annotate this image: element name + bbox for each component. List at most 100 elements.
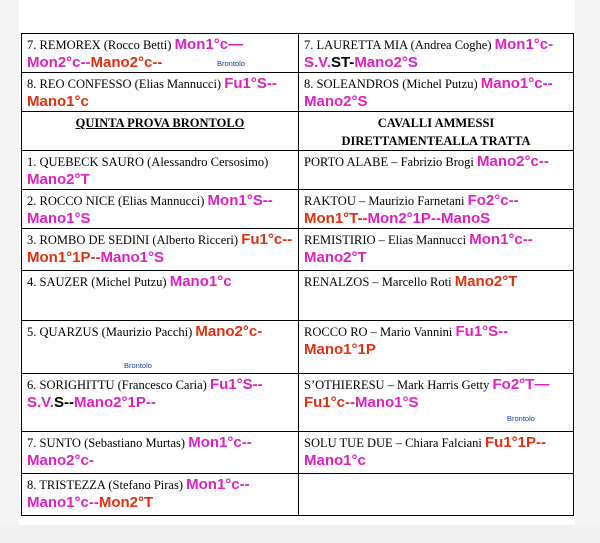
horse-jockey-name: RAKTOU – Maurizio Farnetani bbox=[304, 194, 468, 208]
horse-jockey-name: 7. LAURETTA MIA (Andrea Coghe) bbox=[304, 38, 495, 52]
result-cell: 8. REO CONFESSO (Elias Mannucci) Fu1°S--… bbox=[21, 72, 299, 112]
race-result: Mano2°S bbox=[304, 93, 368, 110]
race-result: Mano1°1P bbox=[304, 341, 376, 358]
horse-jockey-name: 8. TRISTEZZA (Stefano Piras) bbox=[27, 478, 187, 492]
race-result: Mano1°S bbox=[355, 394, 419, 411]
brontolo-stamp: Brontolo bbox=[507, 414, 535, 423]
table-row: 5. QUARZUS (Maurizio Pacchi) Mano2°c- Br… bbox=[21, 320, 574, 374]
result-cell: 7. SUNTO (Sebastiano Murtas) Mon1°c-- Man… bbox=[21, 431, 299, 474]
race-result: Mano2°S bbox=[354, 54, 418, 71]
section-title-line1: CAVALLI AMMESSI bbox=[377, 116, 495, 130]
table-row: 8. REO CONFESSO (Elias Mannucci) Fu1°S--… bbox=[21, 72, 574, 112]
result-cell: 7. LAURETTA MIA (Andrea Coghe) Mon1°c- S.… bbox=[298, 33, 574, 73]
race-result: S-- bbox=[53, 394, 74, 411]
race-result: Fu1°1P-- bbox=[485, 434, 547, 451]
race-result: Mano2°T bbox=[27, 171, 90, 188]
race-result: Fu1°c-- bbox=[304, 394, 355, 411]
horse-jockey-name: 2. ROCCO NICE (Elias Mannucci) bbox=[27, 194, 208, 208]
race-result: Mon1°c-- bbox=[186, 476, 250, 493]
race-result: Mon1°1P-- bbox=[27, 249, 101, 266]
section-header-cavalli-ammessi: CAVALLI AMMESSI DIRETTAMENTEALLA TRATTA bbox=[298, 111, 574, 151]
horse-jockey-name: RENALZOS – Marcello Roti bbox=[304, 275, 455, 289]
race-results-table: 7. REMOREX (Rocco Betti) Mon1°c— Mon2°c--… bbox=[21, 33, 574, 516]
table-row: 6. SORIGHITTU (Francesco Caria) Fu1°S-- S… bbox=[21, 373, 574, 432]
horse-jockey-name: PORTO ALABE – Fabrizio Brogi bbox=[304, 155, 477, 169]
horse-jockey-name: ROCCO RO – Mario Vannini bbox=[304, 325, 456, 339]
race-result: Mon1°S-- bbox=[207, 192, 273, 209]
horse-jockey-name: 8. SOLEANDROS (Michel Putzu) bbox=[304, 77, 481, 91]
result-cell-empty bbox=[298, 473, 574, 516]
race-result: Mano2°T bbox=[304, 249, 367, 266]
horse-jockey-name: 3. ROMBO DE SEDINI (Alberto Ricceri) bbox=[27, 233, 242, 247]
race-result: Mano1°S bbox=[100, 249, 165, 266]
race-result: Fo2°T— bbox=[492, 376, 550, 393]
result-cell: 5. QUARZUS (Maurizio Pacchi) Mano2°c- Br… bbox=[21, 320, 299, 374]
race-result: Fo2°c-- bbox=[467, 192, 519, 209]
race-result: Mano1°c bbox=[169, 273, 232, 290]
page-margin-left bbox=[0, 0, 19, 543]
race-result: Mano2°1P-- bbox=[73, 394, 156, 411]
race-result: Mano2°c- bbox=[27, 452, 94, 469]
brontolo-stamp: Brontolo bbox=[217, 59, 245, 68]
race-result: S.V. bbox=[304, 54, 331, 71]
horse-jockey-name: SOLU TUE DUE – Chiara Falciani bbox=[304, 436, 485, 450]
race-result: Mano2°T bbox=[454, 273, 518, 290]
result-cell: SOLU TUE DUE – Chiara Falciani Fu1°1P-- M… bbox=[298, 431, 574, 474]
horse-jockey-name: 6. SORIGHITTU (Francesco Caria) bbox=[27, 378, 210, 392]
race-result: Mano1°c bbox=[27, 93, 89, 110]
race-result: Mon1°c-- bbox=[469, 231, 533, 248]
table-row: 7. SUNTO (Sebastiano Murtas) Mon1°c-- Man… bbox=[21, 431, 574, 474]
race-result: Fu1°c-- bbox=[241, 231, 293, 248]
table-header-row: QUINTA PROVA BRONTOLO CAVALLI AMMESSI DI… bbox=[21, 111, 574, 151]
race-result: Mon1°c-- bbox=[188, 434, 252, 451]
race-result: Mano2°c-- bbox=[476, 153, 549, 170]
page-margin-right bbox=[575, 0, 600, 543]
race-result: S.V. bbox=[27, 394, 54, 411]
result-cell: 8. TRISTEZZA (Stefano Piras) Mon1°c-- Man… bbox=[21, 473, 299, 516]
race-result: Fu1°S-- bbox=[224, 75, 277, 92]
section-header-quinta-prova: QUINTA PROVA BRONTOLO bbox=[21, 111, 299, 151]
result-cell: PORTO ALABE – Fabrizio Brogi Mano2°c-- bbox=[298, 150, 574, 190]
table-row: 7. REMOREX (Rocco Betti) Mon1°c— Mon2°c--… bbox=[21, 33, 574, 73]
race-result: Mon2°T bbox=[98, 494, 154, 511]
result-cell: 8. SOLEANDROS (Michel Putzu) Mano1°c-- Ma… bbox=[298, 72, 574, 112]
table-row: 8. TRISTEZZA (Stefano Piras) Mon1°c-- Man… bbox=[21, 473, 574, 516]
race-result: Mano1°c-- bbox=[480, 75, 553, 92]
result-cell: ROCCO RO – Mario Vannini Fu1°S-- Mano1°1P bbox=[298, 320, 574, 374]
race-result: Mano1°c-- bbox=[27, 494, 99, 511]
race-result: ST- bbox=[330, 54, 355, 71]
table-row: 4. SAUZER (Michel Putzu) Mano1°c RENALZO… bbox=[21, 270, 574, 321]
horse-jockey-name: S’OTHIERESU – Mark Harris Getty bbox=[304, 378, 493, 392]
horse-jockey-name: REMISTIRIO – Elias Mannucci bbox=[304, 233, 470, 247]
race-result: Mano1°c bbox=[304, 452, 366, 469]
section-title-line2: DIRETTAMENTEALLA TRATTA bbox=[341, 134, 531, 148]
result-cell: 3. ROMBO DE SEDINI (Alberto Ricceri) Fu1… bbox=[21, 228, 299, 271]
result-cell: 2. ROCCO NICE (Elias Mannucci) Mon1°S-- M… bbox=[21, 189, 299, 229]
result-cell: S’OTHIERESU – Mark Harris Getty Fo2°T— Fu… bbox=[298, 373, 574, 432]
horse-jockey-name: 4. SAUZER (Michel Putzu) bbox=[27, 275, 170, 289]
race-result: Mano2°c-- bbox=[90, 54, 163, 71]
section-title: QUINTA PROVA BRONTOLO bbox=[75, 116, 245, 130]
result-cell: REMISTIRIO – Elias Mannucci Mon1°c-- Mano… bbox=[298, 228, 574, 271]
result-cell: 4. SAUZER (Michel Putzu) Mano1°c bbox=[21, 270, 299, 321]
horse-jockey-name: 8. REO CONFESSO (Elias Mannucci) bbox=[27, 77, 225, 91]
table-row: 3. ROMBO DE SEDINI (Alberto Ricceri) Fu1… bbox=[21, 228, 574, 271]
race-result: Mon1°c- bbox=[494, 36, 554, 53]
race-result: Mano1°S bbox=[27, 210, 91, 227]
race-result: Fu1°S-- bbox=[209, 376, 263, 393]
race-result: Mon2°1P-- bbox=[367, 210, 442, 227]
horse-jockey-name: 1. QUEBECK SAURO (Alessandro Cersosimo) bbox=[27, 155, 269, 169]
table-row: 2. ROCCO NICE (Elias Mannucci) Mon1°S-- M… bbox=[21, 189, 574, 229]
table-row: 1. QUEBECK SAURO (Alessandro Cersosimo) … bbox=[21, 150, 574, 190]
race-result: Fu1°S-- bbox=[455, 323, 509, 340]
race-result: Mon2°c-- bbox=[27, 54, 91, 71]
race-result: Mano2°c- bbox=[195, 323, 263, 340]
brontolo-stamp: Brontolo bbox=[124, 361, 152, 370]
page-margin-bottom bbox=[0, 525, 600, 543]
race-result: Mon1°c— bbox=[174, 36, 244, 53]
result-cell: 6. SORIGHITTU (Francesco Caria) Fu1°S-- S… bbox=[21, 373, 299, 432]
result-cell: 7. REMOREX (Rocco Betti) Mon1°c— Mon2°c--… bbox=[21, 33, 299, 73]
horse-jockey-name: 5. QUARZUS (Maurizio Pacchi) bbox=[27, 325, 196, 339]
race-result: Mon1°T-- bbox=[304, 210, 368, 227]
horse-jockey-name: 7. REMOREX (Rocco Betti) bbox=[27, 38, 175, 52]
